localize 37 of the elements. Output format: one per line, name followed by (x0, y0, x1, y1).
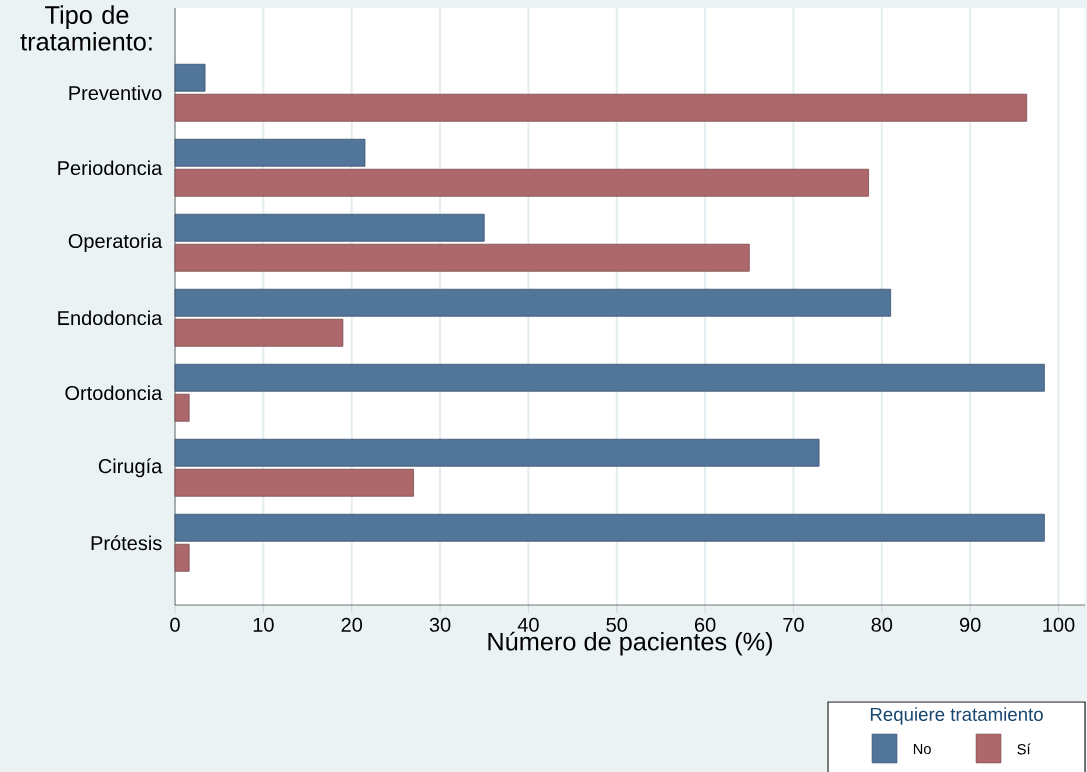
bar (174, 393, 190, 422)
x-tick-label: 20 (341, 617, 363, 632)
bar (174, 288, 892, 317)
bar (174, 468, 414, 497)
x-tick-label: 0 (170, 617, 180, 632)
bar (174, 213, 485, 242)
bar (174, 93, 1028, 122)
bar (174, 318, 344, 347)
y-tick-label: Prótesis (91, 535, 162, 551)
bar (174, 513, 1045, 542)
bar (174, 63, 206, 92)
bar (174, 168, 869, 197)
x-tick-label: 40 (517, 617, 539, 632)
x-axis-title: Número de pacientes (%) (488, 631, 772, 656)
x-tick-label: 10 (253, 617, 274, 632)
legend-label: Sí (1017, 743, 1031, 755)
bar (174, 363, 1045, 392)
x-tick-label: 80 (871, 617, 893, 632)
x-tick-label: 90 (959, 617, 981, 632)
legend-label: No (913, 743, 931, 755)
bar (174, 138, 366, 167)
x-tick-label: 50 (606, 617, 628, 632)
x-tick-label: 30 (429, 617, 451, 632)
y-tick-label: Ortodoncia (65, 385, 163, 401)
y-tick-label: Endodoncia (58, 310, 163, 326)
y-tick-label: Preventivo (69, 85, 162, 101)
legend-title: Requiere tratamiento (870, 707, 1043, 725)
y-axis-title: Tipo de tratamiento: (20, 5, 152, 51)
x-tick-label: 60 (695, 617, 716, 632)
y-tick-label: Operatoria (68, 233, 163, 253)
y-tick-label: Cirugía (98, 458, 163, 478)
x-tick-label: 70 (783, 617, 804, 632)
y-tick-label: Periodoncia (58, 160, 163, 176)
bar (174, 438, 820, 467)
bar (174, 243, 750, 272)
x-tick-label: 100 (1043, 617, 1075, 632)
bar (174, 543, 190, 572)
